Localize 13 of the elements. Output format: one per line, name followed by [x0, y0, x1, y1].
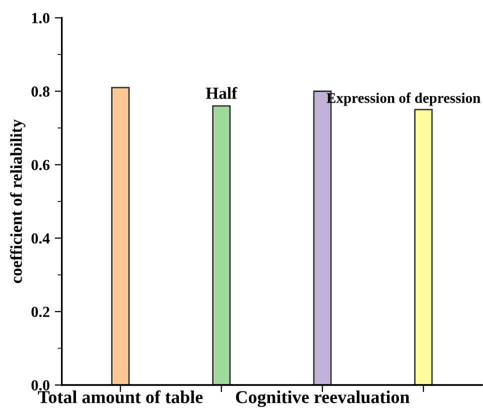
x-tick-label: Half [206, 86, 238, 99]
bar [414, 108, 433, 386]
y-tick-label: 0.4 [32, 233, 50, 244]
y-tick-label: 0.2 [32, 306, 50, 318]
x-tick-label: Total amount of table [38, 390, 203, 404]
y-axis-title: coefficient of reliability [10, 119, 26, 284]
y-tick-label: 0.6 [32, 160, 50, 170]
y-tick-label: 0.8 [32, 86, 50, 97]
y-tick-label: 1.0 [32, 12, 50, 24]
y-tick-label: 0.0 [32, 380, 50, 391]
bar [212, 105, 231, 386]
bar [111, 86, 130, 386]
x-tick-label: Cognitive reevaluation [236, 390, 410, 408]
